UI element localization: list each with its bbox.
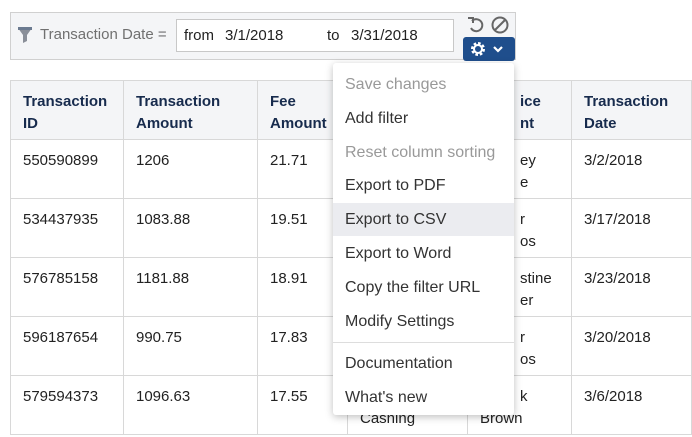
menu-item[interactable]: Export to CSV <box>333 203 514 237</box>
clear-button[interactable] <box>490 15 510 35</box>
table-cell: 3/17/2018 <box>572 199 692 258</box>
table-cell: 3/20/2018 <box>572 317 692 376</box>
table-cell: r os <box>468 199 572 258</box>
table-cell: ey e <box>468 140 572 199</box>
menu-item: Reset column sorting <box>345 143 496 161</box>
menu-item[interactable]: Export to Word <box>345 245 452 262</box>
table-cell: 550590899 <box>10 140 124 199</box>
table-cell: r os <box>468 317 572 376</box>
table-cell: 1206 <box>124 140 258 199</box>
table-cell: 534437935 <box>10 199 124 258</box>
menu-item[interactable]: Modify Settings <box>345 312 455 330</box>
menu-item[interactable]: What's new <box>345 388 428 406</box>
table-cell: stine er <box>468 258 572 317</box>
table-cell: 990.75 <box>124 317 258 376</box>
to-date: 3/31/2018 <box>351 27 418 44</box>
dropdown-menu: Save changes Add filter Reset column sorti… <box>333 63 514 415</box>
settings-icon <box>471 42 503 56</box>
settings-button[interactable] <box>463 37 515 61</box>
filter-label: Transaction Date = <box>40 26 167 43</box>
menu-separator <box>333 342 514 344</box>
table-cell: 3/2/2018 <box>572 140 692 199</box>
menu-item[interactable]: Export to PDF <box>345 177 446 195</box>
from-date: 3/1/2018 <box>225 27 284 44</box>
menu-item[interactable]: Add filter <box>345 109 409 127</box>
table-cell: 3/6/2018 <box>572 376 692 435</box>
table-cell: 1181.88 <box>124 258 258 317</box>
table-cell: 3/23/2018 <box>572 258 692 317</box>
menu-item: Save changes <box>345 76 447 93</box>
from-label: from <box>184 27 214 44</box>
table-cell: 576785158 <box>10 258 124 317</box>
table-cell: 596187654 <box>10 317 124 376</box>
filter-input[interactable]: from 3/1/2018 to 3/31/2018 <box>176 19 454 52</box>
to-label: to <box>327 27 340 44</box>
menu-item[interactable]: Copy the filter URL <box>345 278 481 296</box>
column-header: Transaction ID <box>10 80 124 140</box>
table-cell: 1083.88 <box>124 199 258 258</box>
filter-icon <box>18 27 32 43</box>
menu-item[interactable]: Documentation <box>345 355 453 373</box>
undo-button[interactable] <box>466 15 486 35</box>
table-cell: 1096.63 <box>124 376 258 435</box>
column-header: Transaction Amount <box>124 80 258 140</box>
column-header: Transaction Date <box>572 80 692 140</box>
table-cell: 579594373 <box>10 376 124 435</box>
